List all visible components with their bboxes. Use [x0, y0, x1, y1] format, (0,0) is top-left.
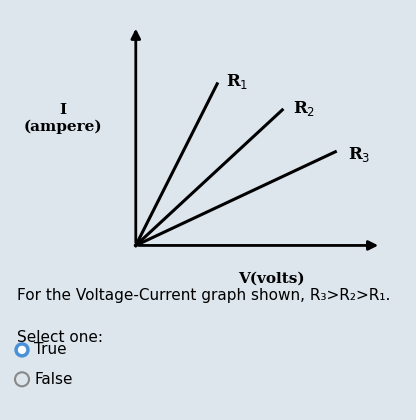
Circle shape: [18, 346, 25, 353]
Text: For the Voltage-Current graph shown, R₃>R₂>R₁.: For the Voltage-Current graph shown, R₃>…: [17, 288, 390, 303]
Text: Select one:: Select one:: [17, 330, 103, 345]
Text: I
(ampere): I (ampere): [23, 103, 102, 134]
Text: V(volts): V(volts): [238, 272, 305, 286]
Text: R$_3$: R$_3$: [348, 145, 371, 164]
Text: False: False: [34, 372, 72, 387]
Text: True: True: [34, 342, 67, 357]
Text: R$_2$: R$_2$: [293, 99, 315, 118]
Circle shape: [15, 343, 29, 357]
Text: R$_1$: R$_1$: [226, 72, 249, 91]
